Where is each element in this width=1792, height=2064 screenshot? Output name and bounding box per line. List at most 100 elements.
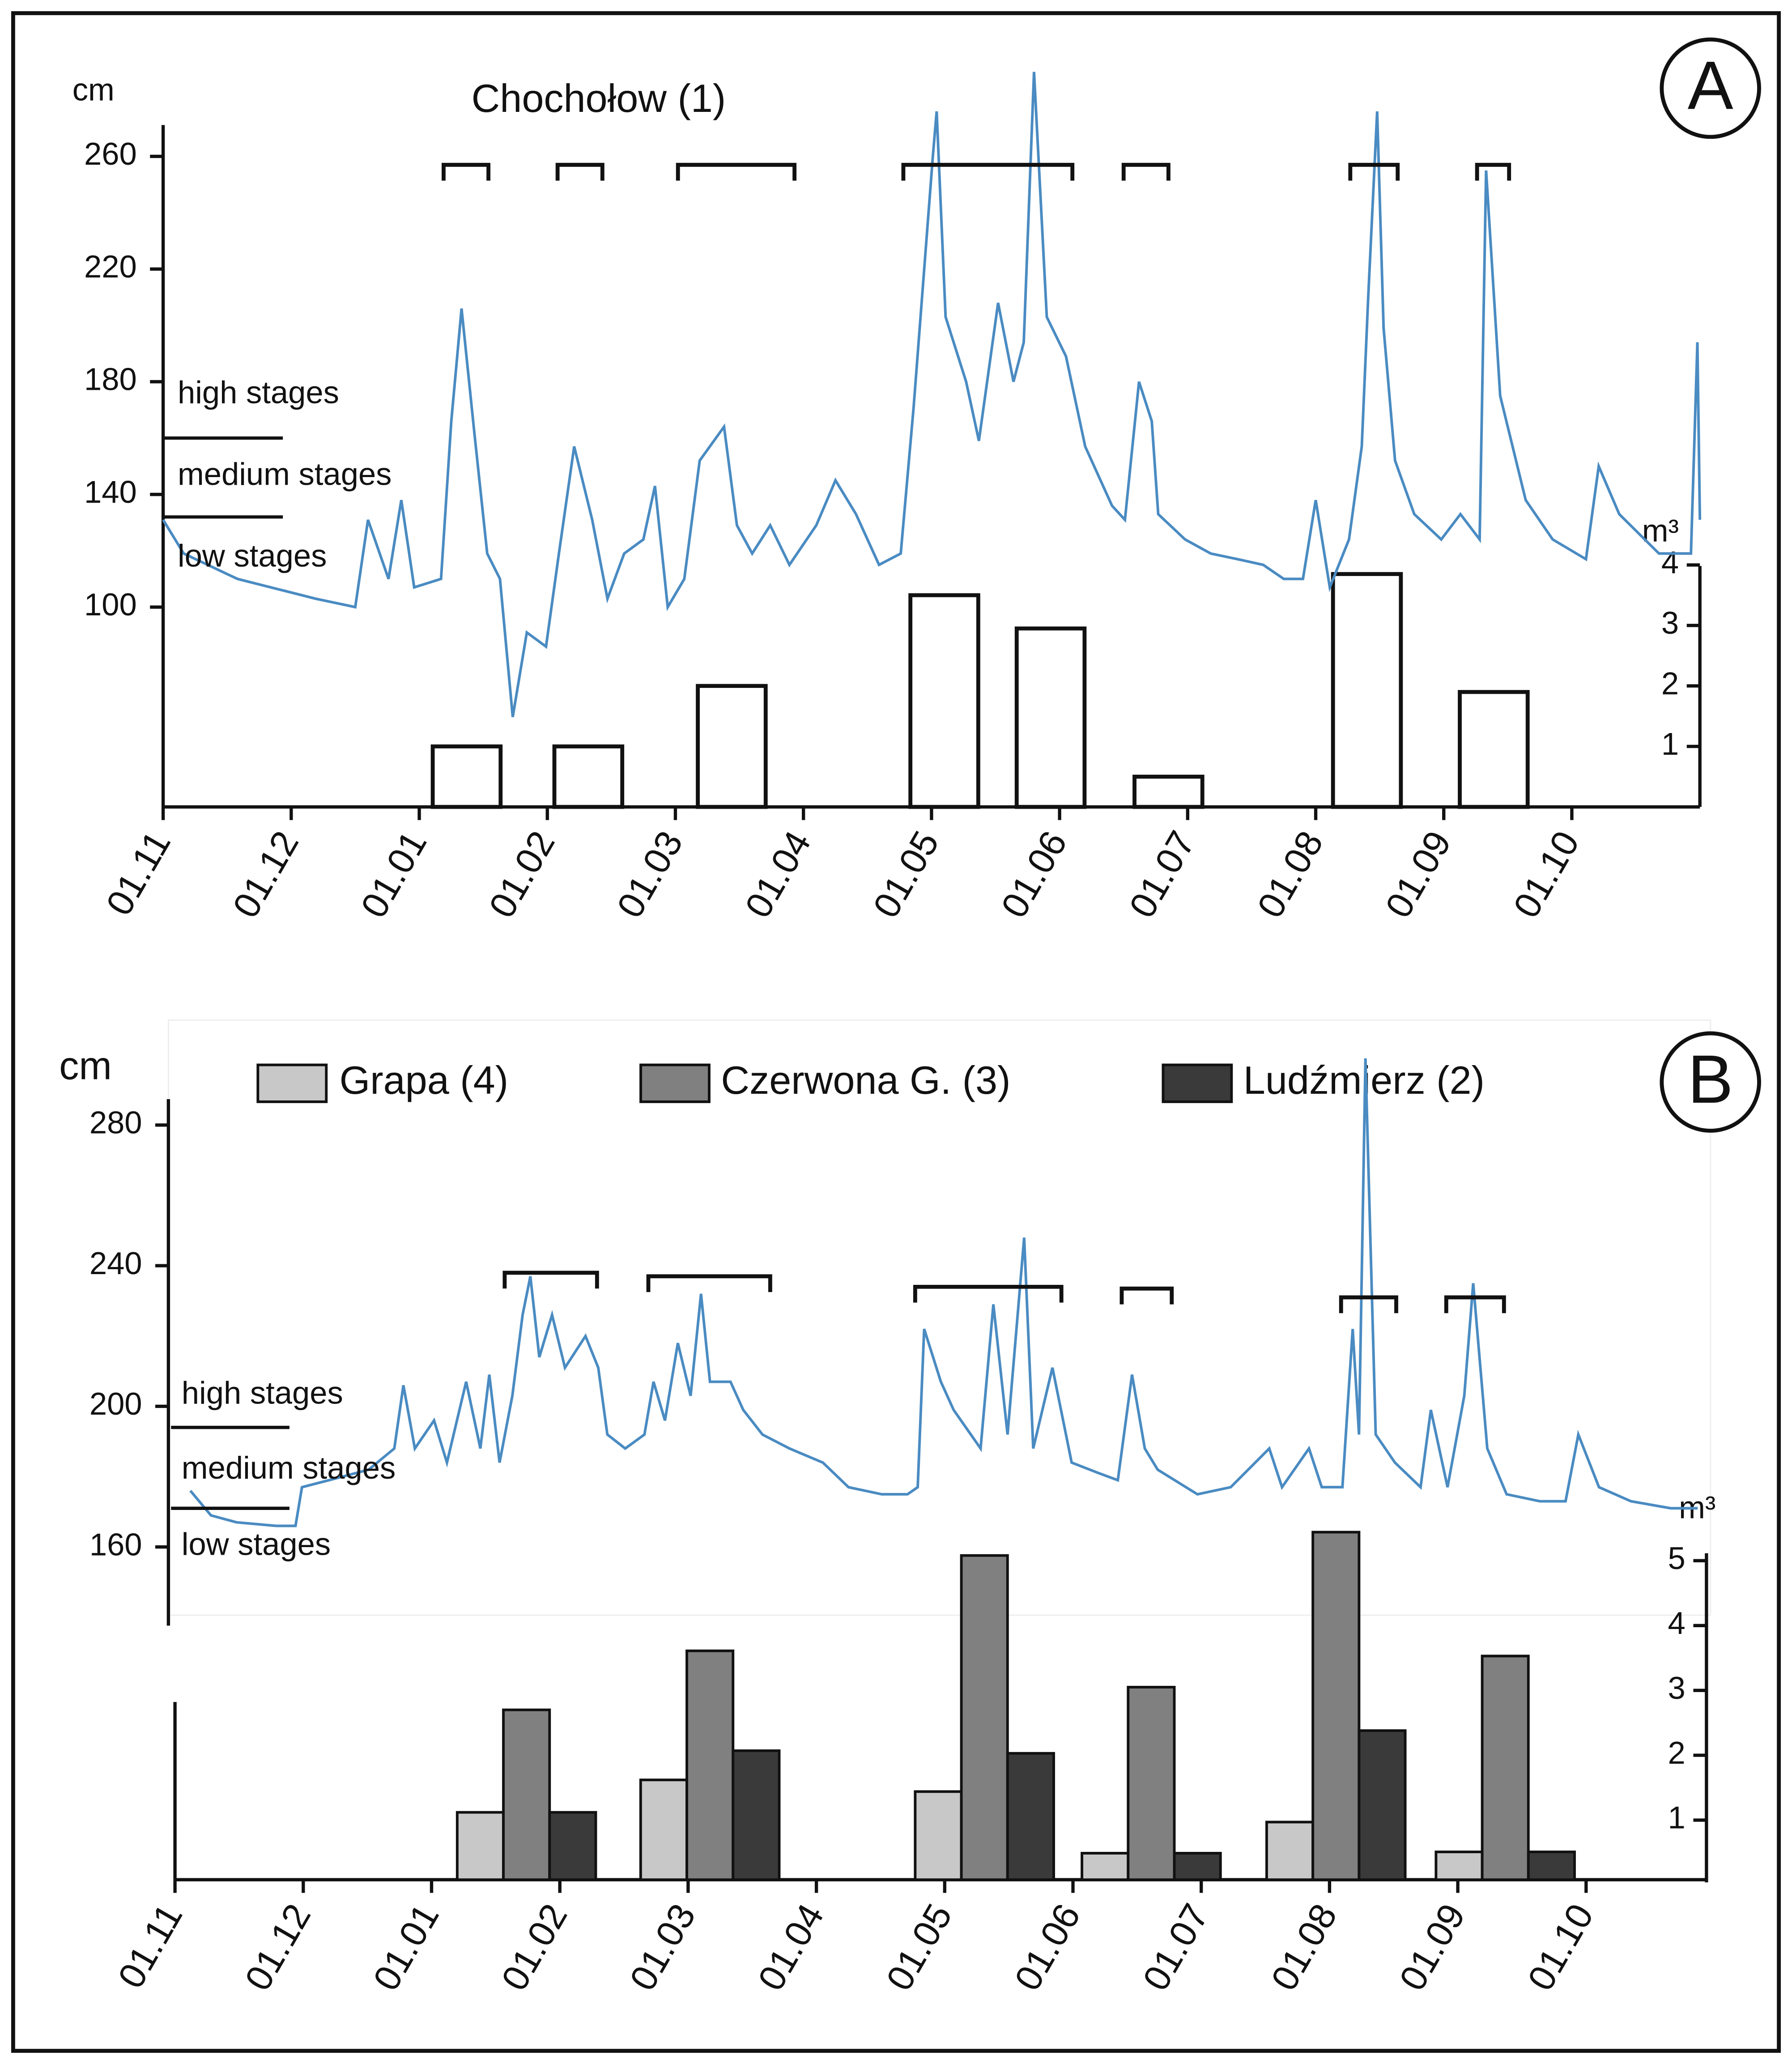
bar [1311,1531,1361,1881]
bar [1331,572,1403,809]
bar [960,1554,1009,1881]
stage-label: high stages [182,1375,343,1410]
water-level-line [162,72,1702,717]
bar [1173,1852,1222,1881]
period-bracket [502,1271,599,1289]
bar [1358,1729,1407,1881]
y2-tick-label: 5 [1668,1540,1686,1576]
bar [1434,1851,1484,1881]
panel-box [167,1019,1711,1616]
period-bracket [1475,162,1511,181]
x-tick-label: 01.12 [237,1897,319,1997]
y2-tick-label: 1 [1661,726,1679,762]
bar [1527,1851,1576,1881]
x-tick-label: 01.08 [1263,1897,1345,1997]
bar [548,1811,597,1881]
y-unit: cm [72,72,115,107]
panel-circle [1660,1031,1761,1133]
y2-tick-label: 3 [1668,1670,1686,1706]
bar [908,593,980,809]
bar [430,744,503,809]
x-tick-label: 01.05 [865,824,947,925]
period-bracket [901,162,1075,181]
bar [1014,626,1087,809]
y2-tick-label: 4 [1661,545,1679,580]
chart-title: Chochołow (1) [472,76,726,120]
bar [1006,1752,1055,1881]
y-tick-label: 100 [84,587,137,622]
bar [685,1649,735,1881]
frame [11,11,1781,2053]
x-tick-label: 01.07 [1135,1897,1217,1997]
period-bracket [442,162,491,181]
period-bracket [676,162,797,181]
panel-label: B [1688,1041,1733,1117]
x-tick-label: 01.12 [225,824,307,925]
x-tick-label: 01.01 [365,1897,447,1997]
x-tick-label: 01.11 [110,1897,191,1995]
legend-label: Grapa (4) [340,1058,508,1102]
bar [1265,1821,1315,1881]
period-bracket [1444,1295,1506,1313]
stage-label: medium stages [182,1450,396,1485]
panel-circle [1660,37,1761,139]
x-tick-label: 01.10 [1506,824,1588,925]
water-level-line [189,1058,1698,1527]
legend-swatch [256,1063,328,1103]
bar [732,1749,781,1881]
x-tick-label: 01.08 [1249,824,1331,925]
x-tick-label: 01.10 [1520,1897,1602,1997]
y-tick-label: 140 [84,474,137,509]
x-tick-label: 01.09 [1392,1897,1473,1997]
y2-tick-label: 3 [1661,605,1679,640]
bar [1481,1655,1530,1881]
x-tick-label: 01.01 [353,824,435,925]
stage-label: low stages [182,1527,331,1562]
y-tick-label: 240 [89,1245,142,1281]
bar [1132,775,1205,809]
bar [455,1811,505,1881]
y2-tick-label: 2 [1668,1735,1686,1770]
x-tick-label: 01.06 [993,824,1075,925]
y-tick-label: 280 [89,1105,142,1140]
bar [1127,1686,1176,1881]
period-bracket [1339,1295,1398,1313]
y2-tick-label: 1 [1668,1800,1686,1835]
x-tick-label: 01.05 [878,1897,960,1997]
y2-tick-label: 2 [1661,665,1679,701]
legend-swatch [1162,1063,1233,1103]
x-tick-label: 01.04 [737,824,819,925]
y-tick-label: 200 [89,1386,142,1421]
x-tick-label: 01.02 [494,1897,575,1997]
x-tick-label: 01.02 [481,824,563,925]
x-tick-label: 01.06 [1007,1897,1089,1997]
bar [1081,1852,1130,1881]
bar [1458,690,1530,809]
period-bracket [646,1274,772,1292]
period-bracket [913,1284,1064,1303]
period-bracket [1119,1286,1174,1305]
x-tick-label: 01.11 [98,824,179,922]
bar [639,1778,688,1881]
period-bracket [1121,162,1171,181]
y-tick-label: 220 [84,249,137,284]
x-tick-label: 01.09 [1377,824,1459,925]
x-tick-label: 01.03 [609,824,691,925]
panel-label: A [1688,47,1733,124]
y-unit: cm [59,1044,112,1088]
stage-label: high stages [178,375,339,410]
legend-label: Czerwona G. (3) [721,1058,1010,1102]
stage-label: medium stages [178,456,392,491]
period-bracket [555,162,604,181]
y2-tick-label: 4 [1668,1605,1686,1641]
y-tick-label: 180 [84,362,137,397]
legend-swatch [639,1063,711,1103]
bar [502,1708,551,1881]
x-tick-label: 01.04 [750,1897,832,1997]
bar [552,744,625,809]
period-bracket [1348,162,1400,181]
x-tick-label: 01.03 [622,1897,704,1997]
stage-label: low stages [178,538,327,573]
